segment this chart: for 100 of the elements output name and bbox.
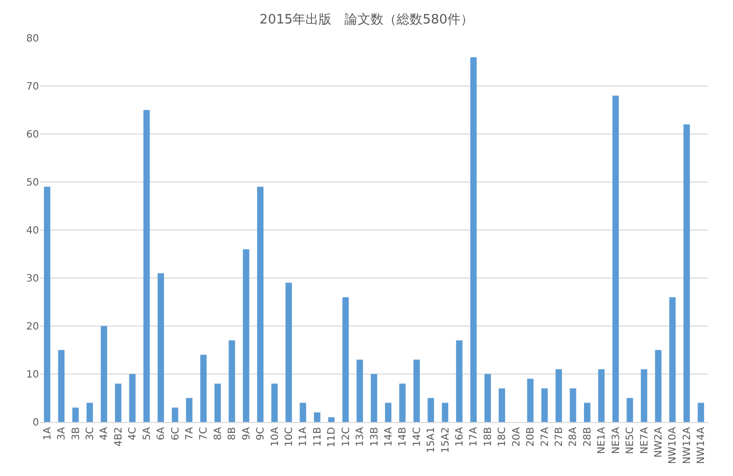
y-tick-label: 10 xyxy=(26,370,39,380)
bar xyxy=(683,124,690,422)
x-tick-label: 18C xyxy=(497,426,508,447)
bar xyxy=(556,369,562,422)
bar xyxy=(669,297,676,422)
x-tick-label: 15A1 xyxy=(426,427,438,453)
bar xyxy=(484,374,491,422)
x-tick-label: 5A xyxy=(142,426,153,440)
x-tick-label: 13B xyxy=(369,426,380,447)
bar xyxy=(399,384,406,422)
y-tick-label: 50 xyxy=(26,178,39,188)
x-tick-label: NW12A xyxy=(682,426,693,464)
x-tick-label: 3B xyxy=(70,426,82,440)
x-tick-label: 13A xyxy=(355,426,366,447)
x-tick-label: 7A xyxy=(184,426,196,440)
x-tick-label: 12C xyxy=(340,426,352,447)
chart-title: 2015年出版 論文数（総数580件） xyxy=(260,12,474,28)
bar xyxy=(626,398,634,422)
x-tick-label: NW14A xyxy=(696,426,708,464)
bar xyxy=(356,360,363,422)
bar xyxy=(328,417,335,422)
x-tick-label: 10A xyxy=(270,426,281,447)
bar xyxy=(86,402,93,422)
bar xyxy=(72,408,79,422)
x-tick-label: 27B xyxy=(554,426,566,447)
bar xyxy=(186,398,192,422)
bar xyxy=(456,340,462,422)
x-tick-label: 14B xyxy=(398,426,409,447)
bar xyxy=(214,384,221,422)
y-tick-label: 40 xyxy=(26,226,39,236)
bar xyxy=(612,96,619,422)
bar xyxy=(100,326,108,422)
x-tick-label: 10C xyxy=(284,426,295,447)
bar xyxy=(114,384,122,422)
bar xyxy=(470,57,477,422)
x-tick-label: 28A xyxy=(568,426,580,447)
bar xyxy=(442,402,448,422)
x-tick-label: 7C xyxy=(198,426,210,440)
x-tick-label: 6C xyxy=(170,426,182,440)
bar xyxy=(271,384,278,422)
x-tick-label: 15A2 xyxy=(440,427,452,453)
x-tick-label: 20B xyxy=(526,426,537,447)
x-tick-label: 1A xyxy=(42,426,54,440)
bar xyxy=(286,282,292,422)
bar xyxy=(228,340,236,422)
bar xyxy=(158,273,164,422)
x-tick-label: NE5C xyxy=(625,426,636,454)
x-tick-label: 17A xyxy=(468,426,480,447)
bar xyxy=(257,186,264,422)
bar xyxy=(655,350,662,422)
x-tick-label: NW10A xyxy=(668,426,679,464)
bar xyxy=(527,378,534,422)
bar xyxy=(385,402,392,422)
x-tick-label: 4A xyxy=(99,426,110,440)
bar xyxy=(44,186,50,422)
x-tick-label: 8B xyxy=(227,426,238,440)
y-tick-label: 0 xyxy=(32,418,39,428)
x-tick-label: 9C xyxy=(256,426,267,440)
bar xyxy=(314,412,320,422)
bar xyxy=(200,354,207,422)
x-tick-label: 14A xyxy=(383,426,394,447)
bar xyxy=(370,374,378,422)
bar xyxy=(242,249,250,422)
x-tick-label: 16A xyxy=(454,426,466,447)
bar xyxy=(584,402,590,422)
bar xyxy=(413,360,420,422)
x-tick-label: NW2A xyxy=(654,426,665,458)
bar xyxy=(129,374,136,422)
x-tick-label: 6A xyxy=(156,426,168,440)
bar xyxy=(58,350,65,422)
x-tick-label: 9A xyxy=(241,426,252,440)
bar xyxy=(428,398,434,422)
x-tick-label: 8A xyxy=(212,426,224,440)
bar xyxy=(143,110,150,422)
x-tick-label: 14C xyxy=(412,426,423,447)
y-tick-label: 80 xyxy=(26,34,39,44)
x-tick-label: 28B xyxy=(582,426,594,447)
y-tick-label: 20 xyxy=(26,322,39,332)
bar xyxy=(300,402,306,422)
x-tick-label: 27A xyxy=(540,426,551,447)
bar xyxy=(498,388,506,422)
x-tick-label: 3A xyxy=(56,426,68,440)
x-tick-label: 3C xyxy=(84,426,96,440)
y-tick-label: 30 xyxy=(26,274,39,284)
y-tick-label: 60 xyxy=(26,130,39,140)
x-tick-label: 11B xyxy=(312,426,324,447)
bar xyxy=(342,297,349,422)
x-tick-label: 11D xyxy=(326,426,338,448)
y-tick-label: 70 xyxy=(26,82,39,92)
x-tick-label: 11A xyxy=(298,426,310,447)
x-tick-label: 4B2 xyxy=(113,427,124,447)
bar xyxy=(598,369,605,422)
x-tick-label: NE7A xyxy=(639,426,650,454)
x-tick-label: 18B xyxy=(482,426,494,447)
bar xyxy=(172,408,178,422)
bar xyxy=(698,402,704,422)
x-tick-label: NE1A xyxy=(596,426,608,454)
bar xyxy=(541,388,548,422)
x-tick-label: 4C xyxy=(128,426,139,440)
x-tick-label: 20A xyxy=(511,426,522,447)
